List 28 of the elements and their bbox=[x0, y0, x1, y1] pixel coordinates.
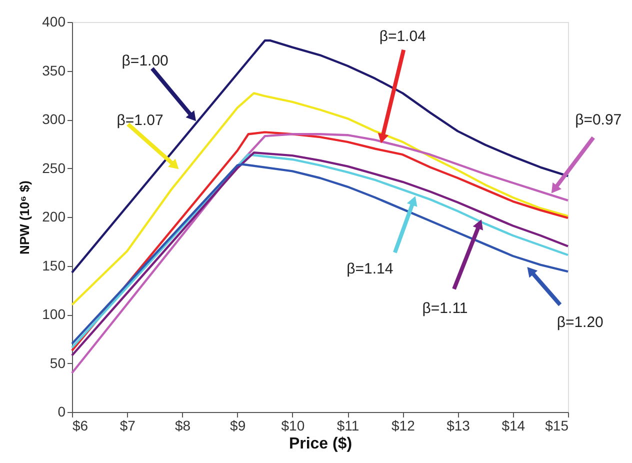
x-tick-label: $9 bbox=[230, 418, 246, 434]
y-tick-label: 250 bbox=[42, 160, 66, 176]
x-tick-label: $8 bbox=[174, 418, 191, 434]
annotation: β=1.14 bbox=[346, 260, 394, 278]
x-tick-label: $7 bbox=[120, 418, 136, 434]
y-axis-title: NPW (10⁶ $) bbox=[17, 180, 32, 254]
annotation: β=1.11 bbox=[422, 300, 468, 317]
y-tick-label: 200 bbox=[42, 208, 66, 224]
x-tick-label: $11 bbox=[336, 418, 360, 434]
y-tick-label: 300 bbox=[42, 111, 66, 127]
x-tick-label: $13 bbox=[446, 418, 470, 434]
annotation: β=1.07 bbox=[116, 112, 164, 130]
x-tick-label: $15 bbox=[545, 418, 569, 434]
x-tick-label: $14 bbox=[502, 418, 526, 434]
y-tick-label: 50 bbox=[50, 354, 66, 371]
annotation: β=1.00 bbox=[122, 52, 168, 70]
x-tick-label: $12 bbox=[391, 418, 416, 434]
annotation: β=0.97 bbox=[575, 112, 622, 129]
x-axis-title: Price ($) bbox=[288, 436, 352, 452]
annotation: β=1.20 bbox=[556, 314, 604, 331]
y-tick-label: 0 bbox=[58, 404, 66, 420]
y-tick-label: 150 bbox=[42, 257, 66, 274]
x-tick-label: $6 bbox=[72, 418, 88, 434]
y-tick-label: 400 bbox=[42, 14, 66, 30]
y-tick-label: 100 bbox=[42, 306, 66, 322]
annotation: β=1.04 bbox=[379, 28, 426, 45]
y-tick-label: 350 bbox=[42, 62, 66, 78]
x-tick-label: $10 bbox=[281, 418, 305, 434]
